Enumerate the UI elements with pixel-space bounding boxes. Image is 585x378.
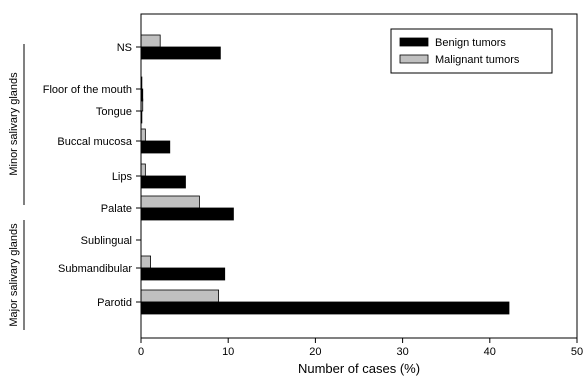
legend-swatch-1: [399, 54, 429, 64]
x-tick-label-0: 0: [138, 346, 144, 358]
category-label-7: Submandibular: [58, 263, 132, 275]
bars-layer: [140, 34, 510, 315]
legend-label-1: Malignant tumors: [435, 54, 520, 66]
category-label-0: NS: [117, 42, 132, 54]
bar-benign-0: [140, 46, 221, 60]
category-label-6: Sublingual: [81, 235, 132, 247]
category-label-2: Tongue: [96, 106, 132, 118]
bar-benign-4: [140, 175, 186, 189]
group-labels: Minor salivary glands Major salivary glan…: [8, 44, 25, 330]
legend-box: [390, 28, 553, 74]
x-axis-title: Number of cases (%): [298, 361, 420, 376]
x-tick-label-1: 10: [222, 346, 234, 358]
category-label-1: Floor of the mouth: [43, 84, 132, 96]
category-label-8: Parotid: [97, 297, 132, 309]
bar-malignant-4: [140, 163, 146, 177]
bar-benign-8: [140, 301, 510, 315]
category-label-4: Lips: [112, 171, 133, 183]
bar-benign-3: [140, 140, 171, 154]
x-tick-label-3: 30: [396, 346, 408, 358]
category-label-3: Buccal mucosa: [57, 136, 132, 148]
bar-malignant-7: [140, 255, 151, 269]
legend-swatch-0: [399, 37, 429, 47]
ticks-layer: 0 10 20 30 40 50: [136, 46, 583, 358]
legend-label-0: Benign tumors: [435, 37, 506, 49]
bar-malignant-0: [140, 34, 161, 48]
bar-malignant-5: [140, 195, 200, 209]
x-tick-label-2: 20: [309, 346, 321, 358]
bar-malignant-8: [140, 289, 220, 303]
bar-benign-7: [140, 267, 226, 281]
category-label-5: Palate: [101, 203, 132, 215]
group-label-major: Major salivary glands: [8, 223, 20, 327]
legend: Benign tumors Malignant tumors: [390, 28, 553, 74]
bar-benign-5: [140, 207, 234, 221]
x-tick-label-5: 50: [571, 346, 583, 358]
group-label-minor: Minor salivary glands: [8, 72, 20, 176]
x-tick-label-4: 40: [484, 346, 496, 358]
bar-malignant-3: [140, 128, 146, 142]
category-labels: NS Floor of the mouth Tongue Buccal mucosa L…: [43, 42, 133, 309]
